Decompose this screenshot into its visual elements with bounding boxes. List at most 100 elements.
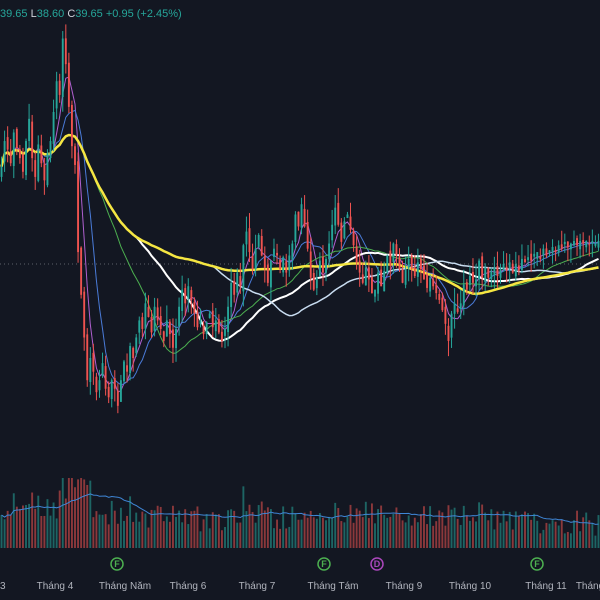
candle-body <box>300 204 303 228</box>
candle-body <box>352 231 355 246</box>
candle-body <box>9 151 12 164</box>
moving-average-lines <box>0 76 599 393</box>
volume-bar <box>306 517 309 548</box>
event-marker-circle <box>530 557 544 571</box>
volume-bar <box>37 495 40 548</box>
volume-bar <box>533 513 536 548</box>
volume-bar <box>325 520 327 548</box>
candle-body <box>260 235 263 256</box>
price-candles <box>0 24 600 414</box>
volume-bar <box>123 520 125 548</box>
candle-body <box>49 141 52 159</box>
volume-bar <box>481 504 484 548</box>
candle-body <box>355 246 358 263</box>
candle-body <box>462 284 465 306</box>
candle-body <box>588 244 591 246</box>
volume-bar <box>429 506 432 548</box>
candle-body <box>144 303 147 329</box>
event-marker[interactable]: D <box>370 557 384 571</box>
volume-bar <box>542 529 545 548</box>
volume-bar <box>9 515 12 548</box>
volume-bar <box>214 514 217 548</box>
candle-body <box>325 258 327 273</box>
volume-bar <box>202 519 205 548</box>
low-value: 38.60 <box>36 8 65 20</box>
candle-body <box>435 284 438 294</box>
volume-bar <box>465 515 468 548</box>
volume-bar <box>269 509 272 548</box>
volume-bar <box>239 522 242 548</box>
candle-body <box>22 154 24 172</box>
event-marker[interactable]: F <box>110 557 124 571</box>
volume-bar <box>380 505 383 548</box>
candle-body <box>242 245 245 292</box>
candle-body <box>358 260 361 273</box>
candle-body <box>46 153 49 186</box>
volume-bar <box>22 505 24 548</box>
candle-body <box>110 380 113 400</box>
volume-bar <box>104 514 107 548</box>
ohlc-legend: 39.65 L38.60 C39.65 +0.95 (+2.45%) <box>0 8 182 20</box>
candle-body <box>58 80 61 95</box>
event-marker-circle <box>370 557 384 571</box>
candle-body <box>349 216 352 230</box>
candle-body <box>86 334 89 381</box>
volume-bar <box>101 514 104 548</box>
candle-body <box>233 280 236 295</box>
candle-body <box>80 247 83 295</box>
volume-bar <box>591 522 594 548</box>
volume-bar <box>184 509 187 548</box>
volume-bar <box>389 516 392 548</box>
candle-body <box>475 279 477 287</box>
volume-bar <box>291 506 294 548</box>
volume-bar <box>413 517 416 548</box>
low-label: L <box>30 8 37 20</box>
volume-bar <box>334 502 337 548</box>
candle-body <box>514 264 517 277</box>
candle-body <box>389 250 392 266</box>
candle-body <box>15 128 18 148</box>
candle-body <box>276 252 278 256</box>
volume-bar <box>367 518 370 548</box>
volume-bar <box>248 504 251 548</box>
candle-body <box>380 269 383 287</box>
volume-bar <box>374 523 376 548</box>
candle-body <box>585 240 588 248</box>
volume-bar <box>438 510 441 548</box>
volume-bar <box>392 514 395 548</box>
candle-body <box>392 243 395 262</box>
candle-body <box>401 269 404 283</box>
volume-bar <box>370 503 373 548</box>
x-tick-label: Tháng 7 <box>239 581 276 592</box>
volume-bar <box>557 525 560 548</box>
volume-bar <box>358 510 361 548</box>
volume-bar <box>569 533 572 548</box>
candle-body <box>251 255 254 270</box>
volume-bar <box>135 512 138 548</box>
volume-bar <box>355 508 358 548</box>
event-marker[interactable]: F <box>530 557 544 571</box>
event-marker[interactable]: F <box>317 557 331 571</box>
candle-body <box>318 260 321 277</box>
volume-bar <box>61 478 64 548</box>
candle-body <box>536 252 539 259</box>
candle-body <box>315 277 318 289</box>
volume-bar <box>126 515 128 548</box>
volume-bar <box>545 522 548 548</box>
volume-bar <box>86 484 89 548</box>
candle-body <box>530 253 533 261</box>
volume-bar <box>551 520 554 548</box>
candle-body <box>438 293 441 300</box>
volume-bar <box>181 522 184 548</box>
candle-body <box>459 303 462 309</box>
candle-body <box>511 263 514 273</box>
candle-body <box>123 361 125 382</box>
event-marker-label: F <box>114 559 120 569</box>
volume-bars <box>0 478 600 548</box>
candle-body <box>135 337 138 354</box>
x-tick-label: 3 <box>0 581 6 592</box>
volume-bar <box>187 524 190 548</box>
candle-body <box>447 325 450 341</box>
